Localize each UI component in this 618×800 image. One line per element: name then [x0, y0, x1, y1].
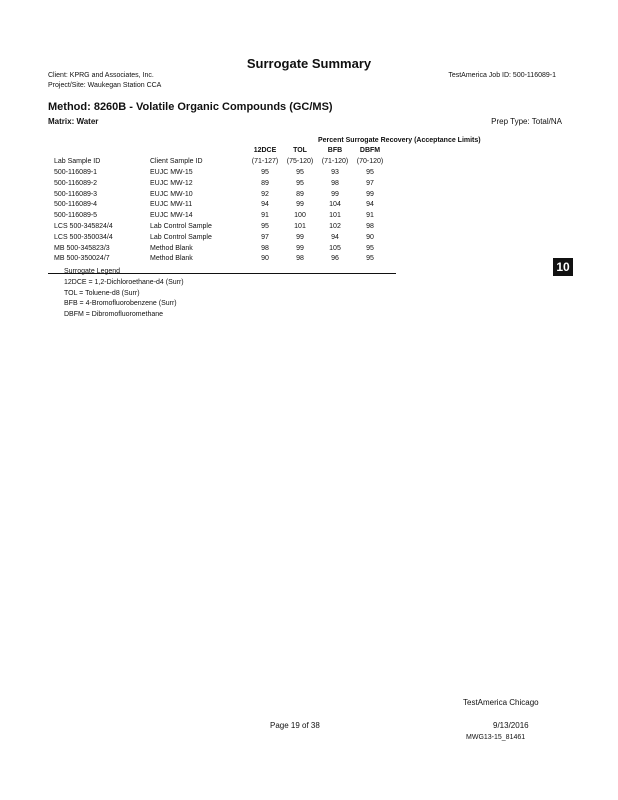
cell-recovery: 96	[331, 255, 339, 263]
section-badge: 10	[553, 258, 573, 276]
cell-recovery: 97	[366, 179, 374, 187]
cell-recovery: 89	[296, 190, 304, 198]
cell-client-sample-id: EUJC MW-15	[150, 169, 193, 176]
column-header: Lab Sample ID	[54, 158, 101, 165]
cell-lab-sample-id: MB 500-345823/3	[54, 244, 110, 252]
cell-client-sample-id: EUJC MW-14	[150, 212, 193, 220]
legend-item: TOL = Toluene-d8 (Surr)	[64, 289, 140, 297]
page-number: Page 19 of 38	[270, 721, 320, 730]
column-header: DBFM	[359, 147, 381, 154]
job-id: TestAmerica Job ID: 500-116089-1	[448, 72, 556, 79]
footer-date: 9/13/2016	[493, 721, 529, 730]
cell-recovery: 93	[331, 169, 339, 176]
project-site: Project/Site: Waukegan Station CCA	[48, 82, 162, 89]
cell-recovery: 95	[366, 244, 374, 252]
prep-type: Prep Type: Total/NA	[491, 117, 562, 126]
cell-recovery: 95	[366, 169, 374, 176]
column-limits: (70-120)	[356, 158, 384, 165]
client: Client: KPRG and Associates, Inc.	[48, 72, 154, 79]
cell-recovery: 105	[329, 244, 341, 252]
table-group-header: Percent Surrogate Recovery (Acceptance L…	[318, 137, 481, 144]
cell-client-sample-id: Method Blank	[150, 255, 193, 263]
cell-client-sample-id: Lab Control Sample	[150, 223, 212, 230]
cell-recovery: 99	[296, 233, 304, 241]
column-limits: (75-120)	[286, 158, 314, 165]
cell-client-sample-id: EUJC MW-10	[150, 190, 193, 198]
cell-recovery: 98	[331, 179, 339, 187]
cell-recovery: 90	[366, 233, 374, 241]
column-header: BFB	[327, 147, 343, 154]
cell-recovery: 89	[261, 179, 269, 187]
cell-recovery: 90	[261, 255, 269, 263]
cell-recovery: 91	[366, 212, 374, 220]
cell-recovery: 91	[261, 212, 269, 220]
legend-title: Surrogate Legend	[64, 268, 121, 275]
cell-recovery: 98	[261, 244, 269, 252]
cell-recovery: 101	[329, 212, 341, 220]
cell-recovery: 94	[331, 233, 339, 241]
cell-recovery: 92	[261, 190, 269, 198]
legend-item: 12DCE = 1,2-Dichloroethane-d4 (Surr)	[64, 279, 184, 286]
cell-lab-sample-id: LCS 500-350034/4	[54, 233, 113, 241]
cell-client-sample-id: Method Blank	[150, 244, 193, 252]
cell-client-sample-id: EUJC MW-12	[150, 179, 193, 187]
cell-recovery: 95	[261, 223, 269, 230]
cell-recovery: 98	[296, 255, 304, 263]
cell-recovery: 95	[366, 255, 374, 263]
cell-recovery: 97	[261, 233, 269, 241]
footer-code: MWG13-15_81461	[466, 734, 526, 741]
cell-recovery: 99	[296, 201, 304, 209]
column-header: 12DCE	[253, 147, 277, 154]
column-header: TOL	[293, 147, 307, 154]
method-heading: Method: 8260B - Volatile Organic Compoun…	[48, 101, 333, 113]
cell-lab-sample-id: LCS 500-345824/4	[54, 223, 113, 230]
cell-recovery: 101	[294, 223, 306, 230]
legend-item: BFB = 4-Bromofluorobenzene (Surr)	[64, 300, 177, 307]
cell-recovery: 104	[329, 201, 341, 209]
cell-recovery: 99	[296, 244, 304, 252]
cell-lab-sample-id: MB 500-350024/7	[54, 255, 110, 263]
cell-lab-sample-id: 500-116089-3	[54, 190, 98, 198]
cell-recovery: 99	[366, 190, 374, 198]
cell-recovery: 98	[366, 223, 374, 230]
cell-lab-sample-id: 500-116089-4	[54, 201, 98, 209]
cell-recovery: 100	[294, 212, 306, 220]
legend-item: DBFM = Dibromofluoromethane	[64, 310, 164, 318]
cell-recovery: 99	[331, 190, 339, 198]
cell-recovery: 95	[261, 169, 269, 176]
column-header: Client Sample ID	[150, 158, 203, 165]
cell-lab-sample-id: 500-116089-2	[54, 179, 98, 187]
cell-lab-sample-id: 500-116089-5	[54, 212, 98, 220]
divider	[48, 273, 396, 274]
cell-recovery: 95	[296, 179, 304, 187]
page-title: Surrogate Summary	[246, 56, 372, 71]
cell-recovery: 94	[261, 201, 269, 209]
cell-recovery: 94	[366, 201, 374, 209]
cell-client-sample-id: Lab Control Sample	[150, 233, 212, 241]
matrix: Matrix: Water	[48, 117, 99, 126]
footer-lab: TestAmerica Chicago	[463, 698, 539, 707]
cell-client-sample-id: EUJC MW-11	[150, 201, 193, 209]
column-limits: (71-120)	[321, 158, 349, 165]
cell-recovery: 95	[296, 169, 304, 176]
column-limits: (71-127)	[251, 158, 279, 165]
cell-recovery: 102	[329, 223, 341, 230]
cell-lab-sample-id: 500-116089-1	[54, 169, 98, 176]
